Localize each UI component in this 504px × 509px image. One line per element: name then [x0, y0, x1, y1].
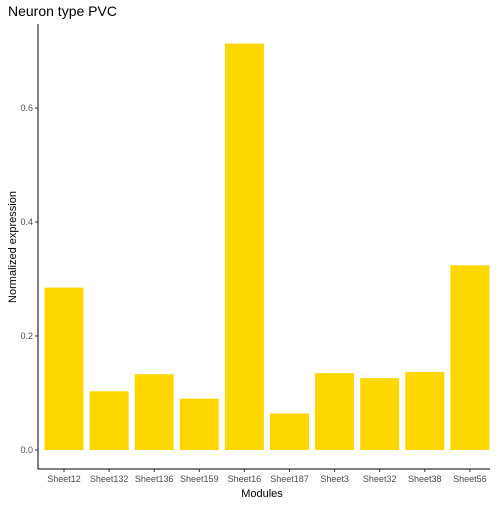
axes-layer: 0.0 0.2 0.4 0.6 Sheet12 Sheet132 Sheet136 Sheet… [20, 24, 490, 484]
x-tick-label: Sheet12 [47, 474, 81, 484]
bar-sheet56 [450, 265, 490, 450]
bar-sheet38 [405, 371, 445, 450]
bar-sheet3 [315, 373, 355, 450]
y-tick-label: 0.2 [20, 331, 33, 341]
x-tick-label: Sheet159 [180, 474, 219, 484]
x-tick-label: Sheet16 [228, 474, 262, 484]
bar-sheet132 [89, 391, 129, 450]
x-tick-label: Sheet3 [320, 474, 349, 484]
bar-sheet159 [179, 398, 219, 450]
bar-sheet16 [224, 43, 264, 450]
chart-title: Neuron type PVC [8, 3, 117, 19]
y-tick-label: 0.0 [20, 445, 33, 455]
x-tick-label: Sheet187 [270, 474, 309, 484]
x-tick-label: Sheet132 [90, 474, 129, 484]
y-tick-label: 0.6 [20, 103, 33, 113]
x-axis-title: Modules [241, 488, 283, 500]
x-tick-label: Sheet136 [135, 474, 174, 484]
x-tick-label: Sheet38 [408, 474, 442, 484]
x-tick-label: Sheet32 [363, 474, 397, 484]
bar-sheet12 [44, 287, 84, 450]
bars-layer [44, 43, 490, 450]
bar-sheet187 [270, 413, 309, 450]
bar-sheet136 [134, 374, 174, 450]
y-tick-label: 0.4 [20, 217, 33, 227]
y-axis-title: Normalized expression [7, 191, 19, 303]
bar-sheet32 [360, 378, 400, 450]
x-tick-label: Sheet56 [453, 474, 487, 484]
